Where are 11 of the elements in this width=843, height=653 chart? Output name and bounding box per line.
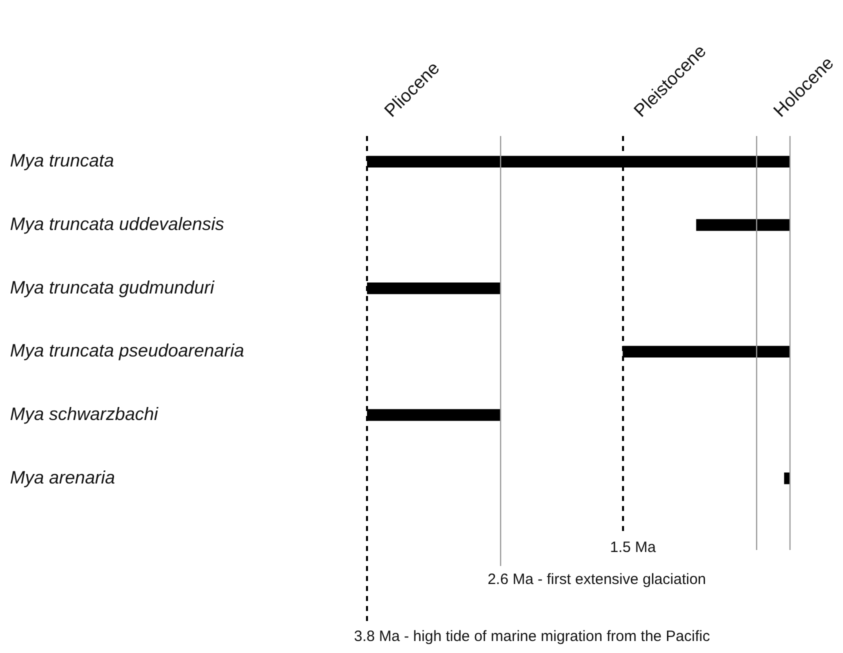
ref-line-label: 1.5 Ma [610,539,657,556]
bar [696,219,790,231]
ref-line-label: 2.6 Ma - first extensive glaciation [488,571,706,588]
y-tick-label: Mya arenaria [10,467,116,488]
y-tick-label: Mya truncata pseudoarenaria [10,340,244,361]
bar [784,472,790,484]
y-tick-label: Mya truncata gudmunduri [10,277,216,298]
y-tick-label: Mya truncata uddevalensis [10,214,224,234]
y-tick-label: Mya truncata [10,150,114,171]
ref-line-label: 3.8 Ma - high tide of marine migration from the Pacific [354,628,710,646]
y-tick-label: Mya schwarzbachi [10,404,160,424]
